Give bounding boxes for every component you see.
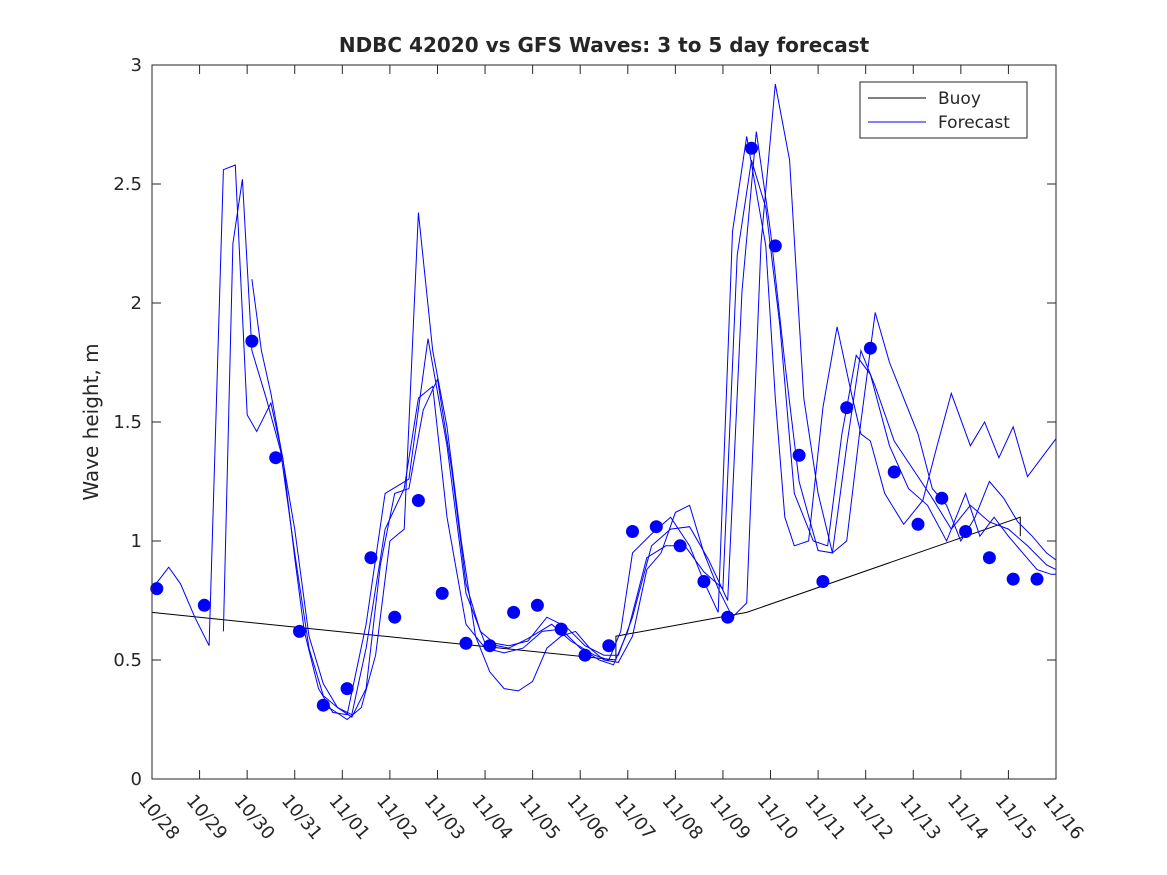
legend: Buoy Forecast (859, 81, 1028, 139)
observation-marker (626, 525, 639, 538)
legend-box (859, 81, 1028, 139)
observation-marker (721, 610, 735, 624)
observation-marker (316, 698, 330, 712)
observation-marker (1030, 572, 1044, 586)
y-tick-label: 2 (131, 293, 142, 314)
observation-marker (388, 610, 402, 624)
observation-marker (150, 582, 164, 596)
observation-marker (816, 575, 830, 588)
observation-marker (578, 648, 592, 662)
observation-marker (245, 334, 259, 348)
forecast-line-3 (251, 131, 1057, 718)
observation-marker (483, 639, 497, 653)
observation-marker (935, 491, 949, 505)
observation-marker (911, 517, 925, 531)
observation-marker (602, 639, 616, 653)
observation-marker (697, 575, 711, 588)
y-axis-label: Wave height, m (79, 343, 103, 500)
y-tick-label: 2.5 (113, 174, 142, 195)
observation-marker (673, 539, 687, 553)
observation-marker (1006, 572, 1020, 586)
y-tick-label: 3 (131, 55, 142, 76)
observation-marker (649, 520, 663, 534)
observation-marker (768, 239, 782, 253)
observation-marker (364, 551, 378, 565)
buoy-line (151, 516, 1021, 661)
forecast-line-2 (222, 160, 1056, 716)
observation-marker (197, 598, 211, 612)
observation-marker (982, 551, 996, 565)
observation-marker (863, 341, 877, 355)
observation-marker (340, 682, 354, 696)
observation-marker (745, 141, 758, 155)
y-tick-label: 1 (131, 531, 142, 552)
observation-marker (293, 624, 306, 638)
observation-marker (435, 586, 449, 600)
observation-marker (554, 622, 568, 636)
observation-marker (507, 605, 521, 619)
legend-label-buoy: Buoy (938, 89, 981, 109)
observation-marker (530, 598, 544, 612)
observation-marker (411, 494, 425, 507)
plot-area (152, 65, 1056, 779)
observation-marker (887, 465, 901, 479)
marker-layer (150, 141, 1044, 712)
observation-marker (792, 448, 806, 462)
forecast-line-1 (151, 136, 1057, 716)
observation-marker (459, 636, 473, 650)
legend-label-forecast: Forecast (938, 113, 1010, 133)
y-tick-label: 1.5 (113, 412, 142, 433)
observation-marker (840, 401, 854, 415)
observation-marker (269, 451, 283, 465)
y-tick-label: 0 (131, 769, 142, 790)
observation-marker (959, 525, 973, 538)
chart-title: NDBC 42020 vs GFS Waves: 3 to 5 day fore… (339, 33, 870, 57)
y-tick-label: 0.5 (113, 650, 142, 671)
